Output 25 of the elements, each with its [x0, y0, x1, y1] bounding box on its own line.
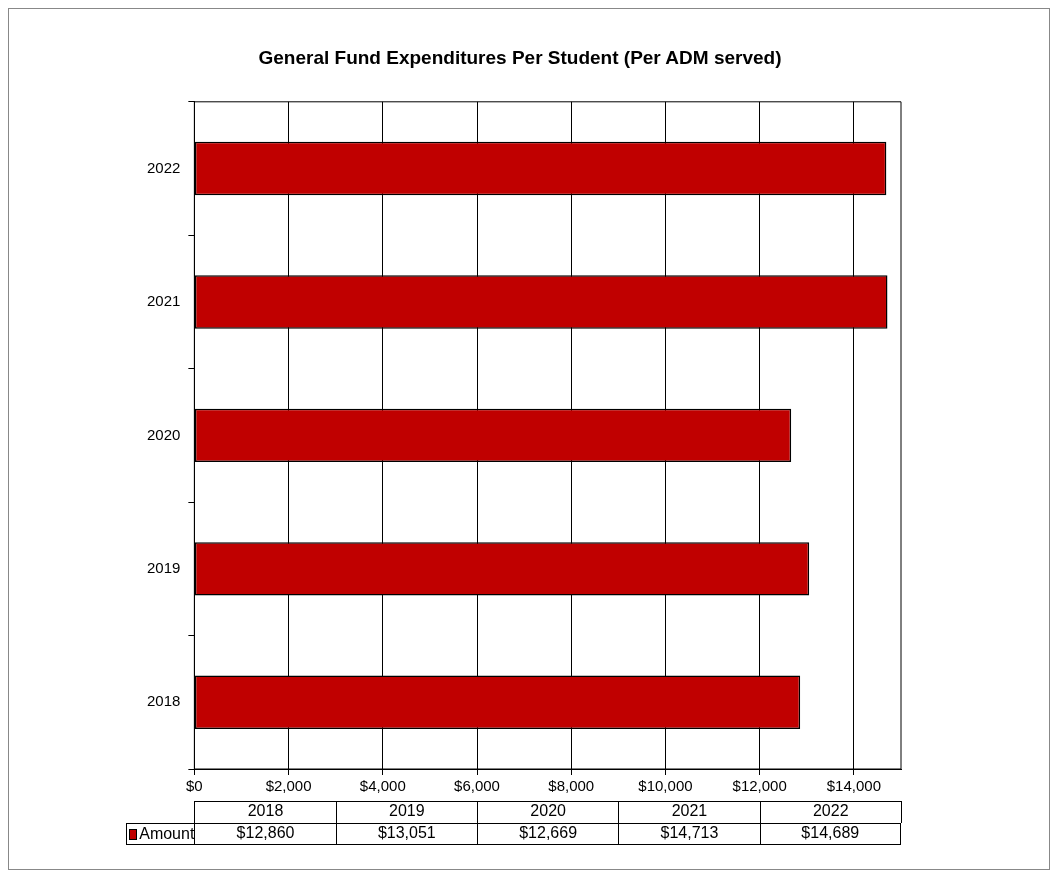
- category-label: 2021: [671, 802, 708, 819]
- x-tick-label: $4,000: [359, 777, 406, 795]
- y-tick-label: 2019: [146, 558, 181, 576]
- x-tick-label: $12,000: [732, 777, 787, 795]
- category-label: 2020: [530, 802, 566, 819]
- x-tick-label: $2,000: [265, 777, 312, 795]
- x-tick-label: $10,000: [638, 777, 693, 795]
- category-label: 2019: [389, 802, 425, 819]
- category-label: 2022: [812, 802, 849, 819]
- y-tick-label: 2022: [146, 158, 181, 176]
- text: $12,669: [519, 824, 578, 841]
- text: $14,689: [801, 824, 860, 841]
- y-tick-label: 2018: [146, 692, 181, 710]
- text: $14,713: [660, 824, 719, 841]
- x-tick-label: $0: [186, 777, 203, 795]
- legend-label: Amount: [139, 825, 195, 843]
- x-tick-label: $8,000: [548, 777, 595, 795]
- x-tick-label: $14,000: [826, 777, 882, 795]
- x-tick-label: $6,000: [454, 777, 500, 795]
- chart-title: General Fund Expenditures Per Student (Per ADM served): [258, 46, 782, 68]
- y-tick-label: 2021: [146, 292, 181, 310]
- y-tick-label: 2020: [146, 425, 181, 443]
- category-label: 2018: [247, 802, 284, 819]
- text: $13,051: [377, 824, 436, 841]
- text: $12,860: [236, 824, 295, 841]
